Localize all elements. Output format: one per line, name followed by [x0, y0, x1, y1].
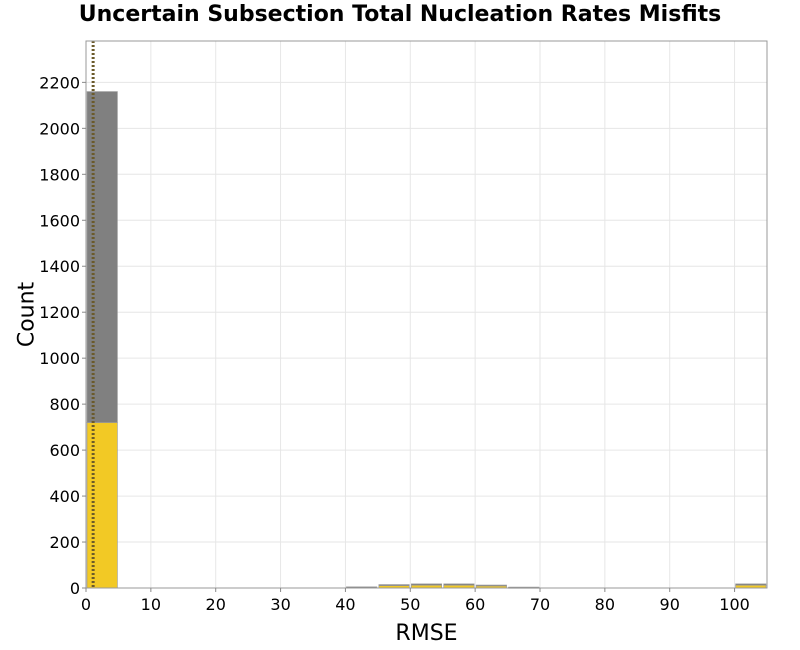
- histogram-bar: [378, 584, 410, 587]
- y-tick-label: 1600: [39, 211, 80, 230]
- y-tick-label: 2200: [39, 73, 80, 92]
- y-tick-label: 800: [49, 395, 80, 414]
- x-tick-label: 50: [400, 595, 420, 614]
- histogram-bar: [86, 91, 118, 423]
- y-tick-label: 2000: [39, 119, 80, 138]
- y-tick-label: 400: [49, 487, 80, 506]
- histogram-bar: [86, 422, 118, 589]
- axis-ticks: 0 10 20 30 40 50 60 70 80 90 100020040060080010001…: [39, 73, 750, 614]
- histogram-bar: [475, 584, 507, 587]
- y-tick-label: 1000: [39, 349, 80, 368]
- x-tick-label: 60: [465, 595, 485, 614]
- y-tick-label: 1400: [39, 257, 80, 276]
- x-axis-title: RMSE: [395, 621, 457, 646]
- y-tick-label: 0: [70, 579, 80, 598]
- x-tick-label: 20: [206, 595, 226, 614]
- x-tick-label: 0: [81, 595, 91, 614]
- x-tick-label: 90: [660, 595, 680, 614]
- x-tick-label: 40: [335, 595, 355, 614]
- chart-title: Uncertain Subsection Total Nucleation Ra…: [78, 2, 722, 27]
- y-axis-title: Count: [15, 281, 40, 347]
- histogram-bar: [443, 583, 475, 586]
- plot-frame: [85, 40, 768, 589]
- bars: [86, 91, 767, 589]
- y-tick-label: 1200: [39, 303, 80, 322]
- x-tick-label: 70: [530, 595, 550, 614]
- histogram-bar: [410, 583, 443, 586]
- y-tick-label: 200: [49, 533, 80, 552]
- x-tick-label: 80: [595, 595, 615, 614]
- x-tick-label: 100: [719, 595, 750, 614]
- grid: [85, 41, 767, 589]
- x-tick-label: 10: [141, 595, 161, 614]
- y-tick-label: 600: [49, 441, 80, 460]
- x-tick-label: 30: [270, 595, 290, 614]
- histogram-bar: [735, 583, 767, 586]
- y-tick-label: 1800: [39, 165, 80, 184]
